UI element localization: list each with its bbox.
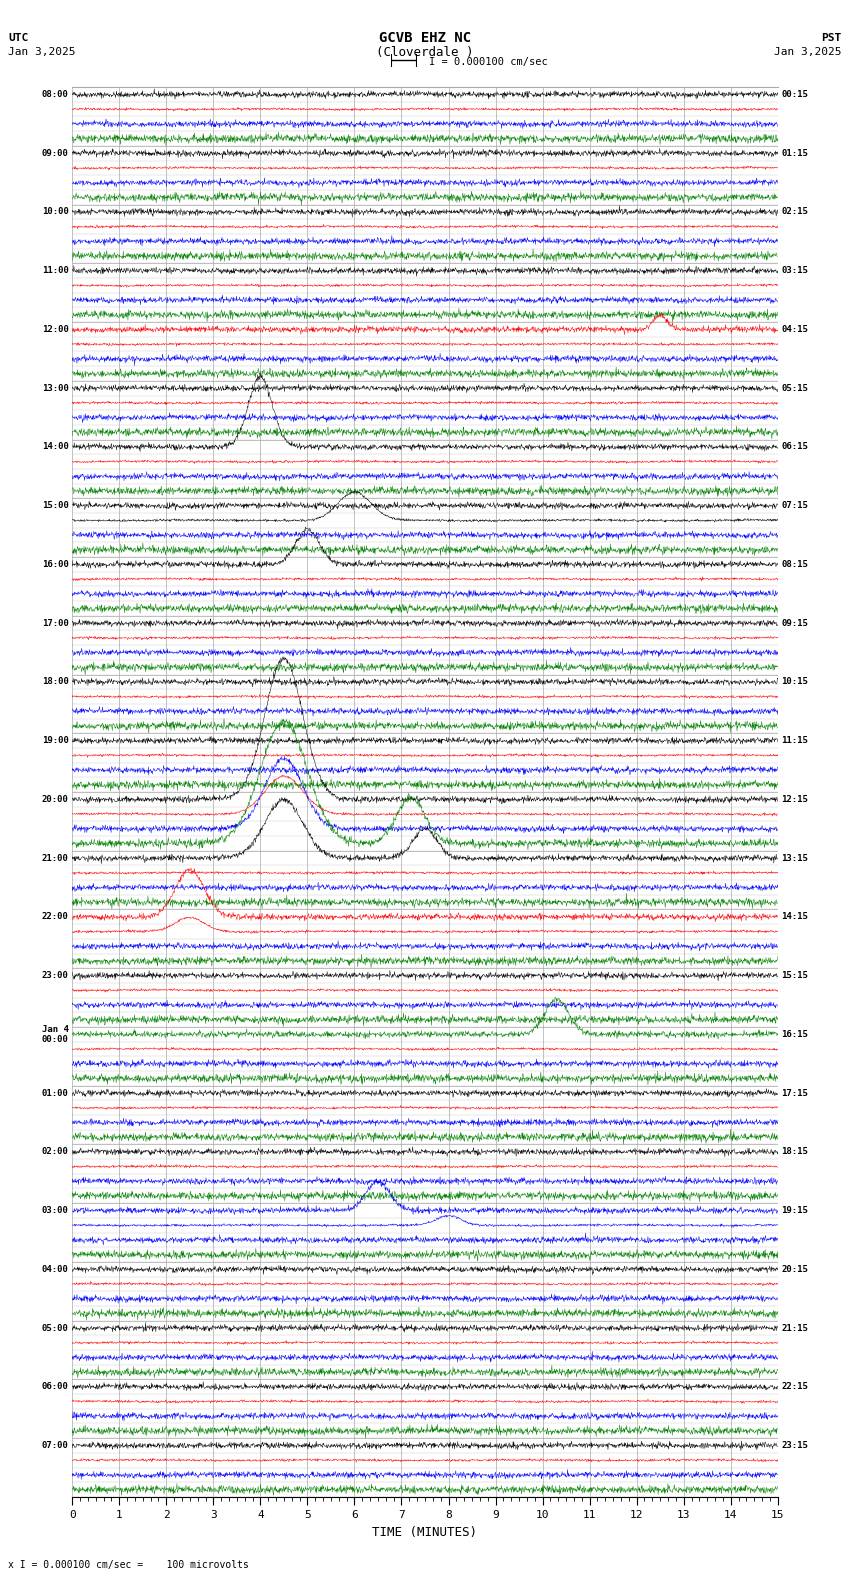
Text: 11:15: 11:15 xyxy=(781,737,808,744)
Text: 19:15: 19:15 xyxy=(781,1205,808,1215)
Text: 14:15: 14:15 xyxy=(781,912,808,922)
Text: 05:15: 05:15 xyxy=(781,383,808,393)
Text: 22:00: 22:00 xyxy=(42,912,69,922)
Text: 09:00: 09:00 xyxy=(42,149,69,158)
Text: Jan 3,2025: Jan 3,2025 xyxy=(8,48,76,57)
Text: 23:00: 23:00 xyxy=(42,971,69,980)
Text: GCVB EHZ NC: GCVB EHZ NC xyxy=(379,32,471,44)
Text: 02:15: 02:15 xyxy=(781,208,808,217)
Text: 11:00: 11:00 xyxy=(42,266,69,276)
Text: 12:15: 12:15 xyxy=(781,795,808,803)
Text: 03:00: 03:00 xyxy=(42,1205,69,1215)
Text: 17:00: 17:00 xyxy=(42,619,69,627)
Text: 07:00: 07:00 xyxy=(42,1441,69,1449)
Text: Jan 3,2025: Jan 3,2025 xyxy=(774,48,842,57)
Text: 15:00: 15:00 xyxy=(42,501,69,510)
Text: 20:00: 20:00 xyxy=(42,795,69,803)
Text: 02:00: 02:00 xyxy=(42,1147,69,1156)
X-axis label: TIME (MINUTES): TIME (MINUTES) xyxy=(372,1525,478,1538)
Text: 04:15: 04:15 xyxy=(781,325,808,334)
Text: 03:15: 03:15 xyxy=(781,266,808,276)
Text: 10:15: 10:15 xyxy=(781,678,808,686)
Text: 13:15: 13:15 xyxy=(781,854,808,863)
Text: Jan 4
00:00: Jan 4 00:00 xyxy=(42,1025,69,1044)
Text: I = 0.000100 cm/sec: I = 0.000100 cm/sec xyxy=(429,57,548,67)
Text: 18:00: 18:00 xyxy=(42,678,69,686)
Text: 01:00: 01:00 xyxy=(42,1088,69,1098)
Text: 06:00: 06:00 xyxy=(42,1383,69,1391)
Text: PST: PST xyxy=(821,33,842,43)
Text: 19:00: 19:00 xyxy=(42,737,69,744)
Text: 15:15: 15:15 xyxy=(781,971,808,980)
Text: x I = 0.000100 cm/sec =    100 microvolts: x I = 0.000100 cm/sec = 100 microvolts xyxy=(8,1560,249,1570)
Text: 17:15: 17:15 xyxy=(781,1088,808,1098)
Text: 20:15: 20:15 xyxy=(781,1264,808,1274)
Text: 00:15: 00:15 xyxy=(781,90,808,98)
Text: 01:15: 01:15 xyxy=(781,149,808,158)
Text: 16:00: 16:00 xyxy=(42,559,69,569)
Text: UTC: UTC xyxy=(8,33,29,43)
Text: 16:15: 16:15 xyxy=(781,1030,808,1039)
Text: 09:15: 09:15 xyxy=(781,619,808,627)
Text: 12:00: 12:00 xyxy=(42,325,69,334)
Text: 13:00: 13:00 xyxy=(42,383,69,393)
Text: 10:00: 10:00 xyxy=(42,208,69,217)
Text: 18:15: 18:15 xyxy=(781,1147,808,1156)
Text: 07:15: 07:15 xyxy=(781,501,808,510)
Text: 22:15: 22:15 xyxy=(781,1383,808,1391)
Text: 08:00: 08:00 xyxy=(42,90,69,98)
Text: 06:15: 06:15 xyxy=(781,442,808,451)
Text: 21:15: 21:15 xyxy=(781,1324,808,1332)
Text: 21:00: 21:00 xyxy=(42,854,69,863)
Text: (Cloverdale ): (Cloverdale ) xyxy=(377,46,473,59)
Text: 14:00: 14:00 xyxy=(42,442,69,451)
Text: 08:15: 08:15 xyxy=(781,559,808,569)
Text: 04:00: 04:00 xyxy=(42,1264,69,1274)
Text: 05:00: 05:00 xyxy=(42,1324,69,1332)
Text: 23:15: 23:15 xyxy=(781,1441,808,1449)
